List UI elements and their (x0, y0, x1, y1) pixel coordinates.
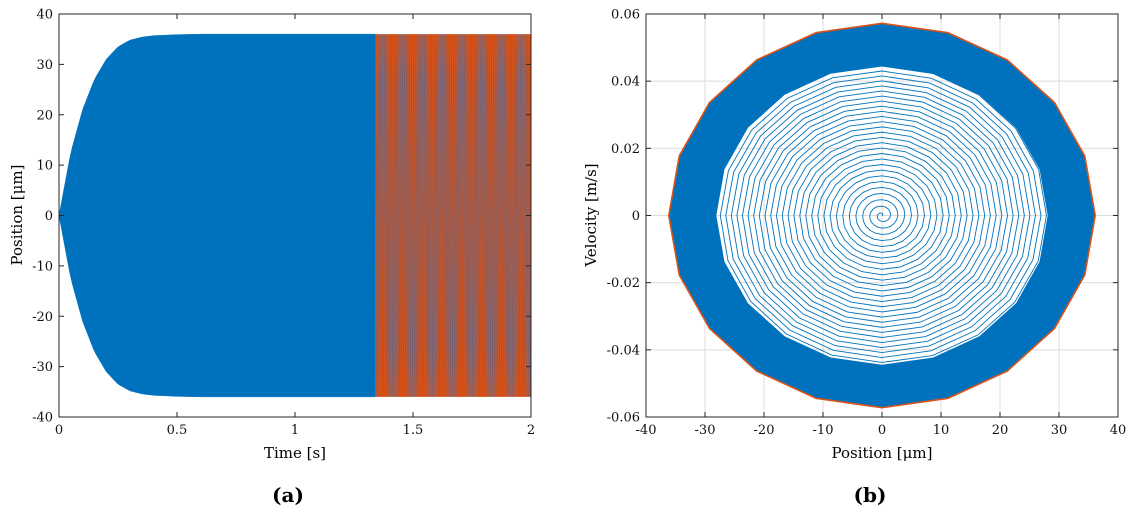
panel-b-y-tick-label: -0.04 (607, 343, 640, 358)
panel-a-y-tick-label: -20 (32, 310, 53, 325)
panel-b-x-tick-label: -30 (695, 423, 716, 438)
panel-a-y-tick-label: 20 (36, 108, 53, 123)
panel-b-caption: (b) (854, 483, 887, 507)
panel-b-y-ticks: -0.06 -0.04 -0.02 0 0.02 0.04 0.06 (607, 8, 1118, 426)
panel-a-y-tick-label: -30 (32, 360, 53, 375)
panel-b-y-tick-label: -0.02 (607, 276, 640, 291)
panel-b-x-tick-label: -40 (636, 423, 657, 438)
panel-b-x-tick-label: -10 (813, 423, 834, 438)
panel-b-x-ticks: -40 -30 -20 -10 0 10 20 30 40 (636, 14, 1127, 438)
panel-b-data (667, 22, 1097, 409)
panel-a-x-tick-label: 1.5 (403, 423, 424, 438)
panel-b-y-tick-label: -0.06 (607, 411, 640, 426)
panel-b-series-spiral (714, 65, 1053, 368)
panel-a-x-axis-label: Time [s] (264, 444, 326, 462)
panel-b-x-tick-label: 10 (933, 423, 950, 438)
panel-a-data (58, 33, 532, 398)
panel-a-y-tick-label: 0 (45, 209, 53, 224)
panel-b-y-tick-label: 0.04 (611, 75, 640, 90)
panel-b-x-tick-label: 0 (878, 423, 886, 438)
panel-b-x-tick-label: 30 (1051, 423, 1068, 438)
panel-a-y-tick-label: 40 (36, 8, 53, 23)
panel-a-steady-state-oscillation (374, 34, 532, 397)
panel-b-y-tick-label: 0.02 (611, 142, 640, 157)
panel-b-y-tick-label: 0 (632, 209, 640, 224)
panel-a-y-tick-label: 30 (36, 58, 53, 73)
panel-a-y-tick-label: -10 (32, 259, 53, 274)
panel-b-x-axis-label: Position [μm] (832, 444, 933, 462)
panel-a-series-transient (58, 33, 376, 398)
panel-b-phase-plot: -40 -30 -20 -10 0 10 20 30 40 -0.06 -0.04 -0.02 0 0.… (582, 8, 1126, 508)
panel-b-x-tick-label: 20 (992, 423, 1009, 438)
panel-a-x-tick-label: 2 (527, 423, 535, 438)
panel-a-y-tick-label: -40 (32, 411, 53, 426)
panel-a-x-tick-label: 0 (55, 423, 63, 438)
panel-a-x-tick-label: 0.5 (167, 423, 188, 438)
panel-a-y-tick-label: 10 (36, 159, 53, 174)
panel-a-x-tick-label: 1 (291, 423, 299, 438)
panel-a-x-ticks: 0 0.5 1 1.5 2 (55, 14, 535, 438)
panel-b-y-tick-label: 0.06 (611, 8, 640, 23)
panel-a-time-plot: 0 0.5 1 1.5 2 -40 -30 -20 -10 0 10 20 30 40 Time [s]… (8, 8, 535, 508)
panel-a-y-ticks: -40 -30 -20 -10 0 10 20 30 40 (32, 8, 531, 426)
panel-b-x-tick-label: 40 (1110, 423, 1127, 438)
panel-b-y-axis-label: Velocity [m/s] (582, 163, 600, 267)
panel-a-caption: (a) (272, 483, 304, 507)
panel-a-y-axis-label: Position [μm] (8, 165, 26, 266)
panel-b-x-tick-label: -20 (754, 423, 775, 438)
